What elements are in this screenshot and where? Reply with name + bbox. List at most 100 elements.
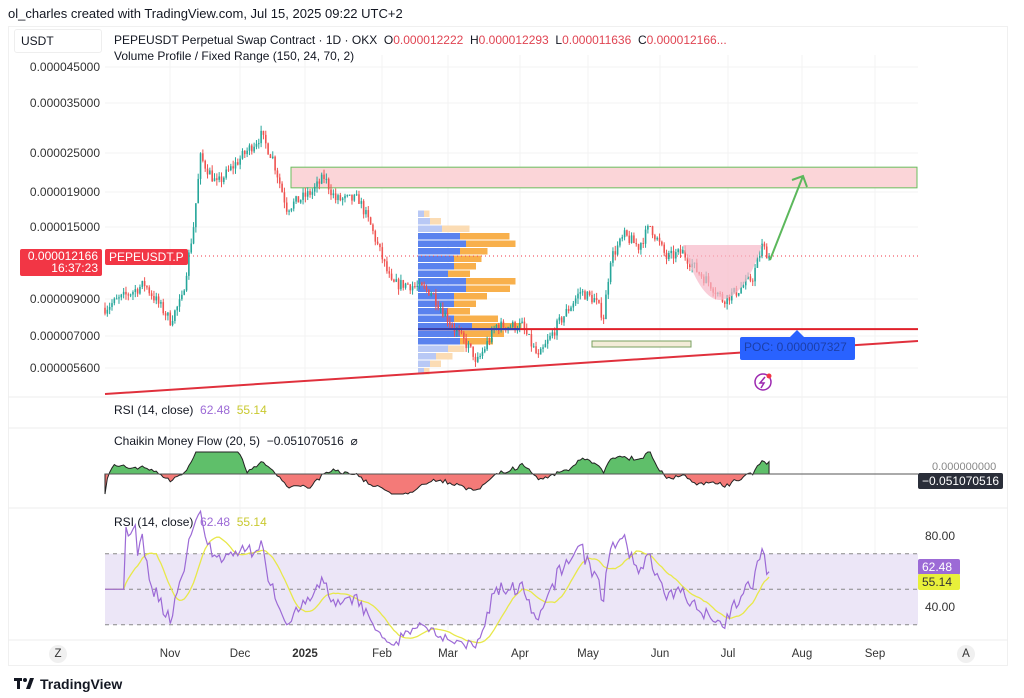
candle-body xyxy=(458,329,460,332)
target-arrow xyxy=(769,174,808,261)
cmf-legend[interactable]: Chaikin Money Flow (20, 5) −0.051070516 … xyxy=(114,434,358,448)
candle-body xyxy=(344,195,346,199)
candle-body xyxy=(230,166,232,171)
volume-profile-up-bar xyxy=(418,360,430,367)
currency-selector[interactable]: USDT xyxy=(14,29,102,53)
candle-body xyxy=(565,308,568,317)
candle-body xyxy=(675,252,677,259)
candle-body xyxy=(360,201,363,204)
volume-profile-down-bar xyxy=(460,248,488,255)
candle-body xyxy=(176,306,179,311)
candle-body xyxy=(206,168,209,175)
volume-profile-down-bar xyxy=(424,368,430,375)
candle-body xyxy=(241,150,244,159)
candle-body xyxy=(628,235,631,243)
candle-body xyxy=(320,174,323,184)
candle-body xyxy=(544,343,547,348)
candle-body xyxy=(309,191,311,195)
volume-profile-up-bar xyxy=(418,345,448,352)
candle-body xyxy=(581,291,584,293)
volume-profile-up-bar xyxy=(418,278,466,285)
volume-profile-down-bar xyxy=(460,338,493,345)
candle-body xyxy=(584,291,586,300)
rsi-top-label: RSI (14, close) xyxy=(114,403,194,417)
volume-profile-down-bar xyxy=(460,233,510,240)
candle-body xyxy=(225,169,227,178)
candle-body xyxy=(407,283,409,285)
y-tick: 0.000035000 xyxy=(29,96,100,110)
candle-body xyxy=(118,297,120,299)
x-tick: Mar xyxy=(438,648,458,660)
candle-body xyxy=(728,295,731,301)
candle-body xyxy=(633,235,635,244)
candle-body xyxy=(202,153,204,161)
candle-body xyxy=(136,289,139,294)
rsi-tick: 40.00 xyxy=(925,600,956,614)
rsi-label: RSI (14, close) xyxy=(114,515,194,529)
candle-body xyxy=(588,291,591,295)
tradingview-logo: TradingView xyxy=(14,676,122,692)
candle-body xyxy=(332,193,335,196)
candle-body xyxy=(689,263,691,268)
candle-body xyxy=(297,196,300,203)
candle-body xyxy=(502,321,505,328)
candle-body xyxy=(539,348,542,355)
candle-body xyxy=(591,294,593,303)
candle-body xyxy=(302,192,304,200)
candle-body xyxy=(486,341,488,350)
hidden-icon[interactable]: ⌀ xyxy=(350,434,358,448)
candle-body xyxy=(129,294,132,296)
volume-profile-legend[interactable]: Volume Profile / Fixed Range (150, 24, 7… xyxy=(114,49,355,63)
candle-body xyxy=(134,289,137,293)
candle-body xyxy=(111,303,113,307)
volume-profile-down-bar xyxy=(448,270,470,277)
volume-profile-up-bar xyxy=(418,233,460,240)
candle-body xyxy=(472,346,474,357)
candle-body xyxy=(511,321,514,327)
low-label: L xyxy=(555,33,563,47)
rsi-tick: 80.00 xyxy=(925,529,956,543)
candle-body xyxy=(190,243,193,253)
candle-body xyxy=(141,281,144,287)
rsi-top-value: 62.48 xyxy=(200,403,231,417)
candle-body xyxy=(668,253,670,260)
volume-profile-up-bar xyxy=(418,210,424,217)
candle-body xyxy=(651,226,654,236)
rsi-ma-tag: 55.14 xyxy=(918,574,960,590)
x-tick: May xyxy=(577,648,599,660)
rsi-top-legend[interactable]: RSI (14, close) 62.48 55.14 xyxy=(114,403,267,417)
candle-body xyxy=(460,331,463,333)
x-tick: Jun xyxy=(650,648,670,660)
candle-body xyxy=(323,174,325,179)
candle-body xyxy=(150,293,153,297)
candle-body xyxy=(404,283,407,288)
chart-credit: ol_charles created with TradingView.com,… xyxy=(8,6,403,21)
candle-body xyxy=(730,292,733,301)
candle-body xyxy=(553,332,556,336)
candle-body xyxy=(153,296,155,301)
candle-body xyxy=(353,194,356,201)
symbol-title[interactable]: PEPEUSDT Perpetual Swap Contract · 1D · … xyxy=(114,33,378,47)
candle-body xyxy=(577,293,579,299)
candle-body xyxy=(535,346,537,354)
candle-body xyxy=(283,192,286,203)
candle-body xyxy=(612,251,614,263)
candle-body xyxy=(663,244,665,253)
zoom-reset-button[interactable]: Z xyxy=(49,645,67,663)
volume-profile-down-bar xyxy=(436,353,453,360)
candle-body xyxy=(411,286,414,291)
poc-label: POC: 0.000007327 xyxy=(740,337,855,360)
candle-body xyxy=(656,237,659,240)
candle-body xyxy=(122,291,125,295)
volume-profile-down-bar xyxy=(448,308,470,315)
candle-body xyxy=(178,299,181,307)
candle-body xyxy=(220,176,223,183)
candle-body xyxy=(579,292,582,294)
candle-body xyxy=(672,250,675,259)
auto-scale-button[interactable]: A xyxy=(957,645,975,663)
candle-body xyxy=(726,295,728,304)
candle-body xyxy=(139,286,141,294)
candle-body xyxy=(237,162,239,165)
rsi-legend[interactable]: RSI (14, close) 62.48 55.14 xyxy=(114,515,267,529)
